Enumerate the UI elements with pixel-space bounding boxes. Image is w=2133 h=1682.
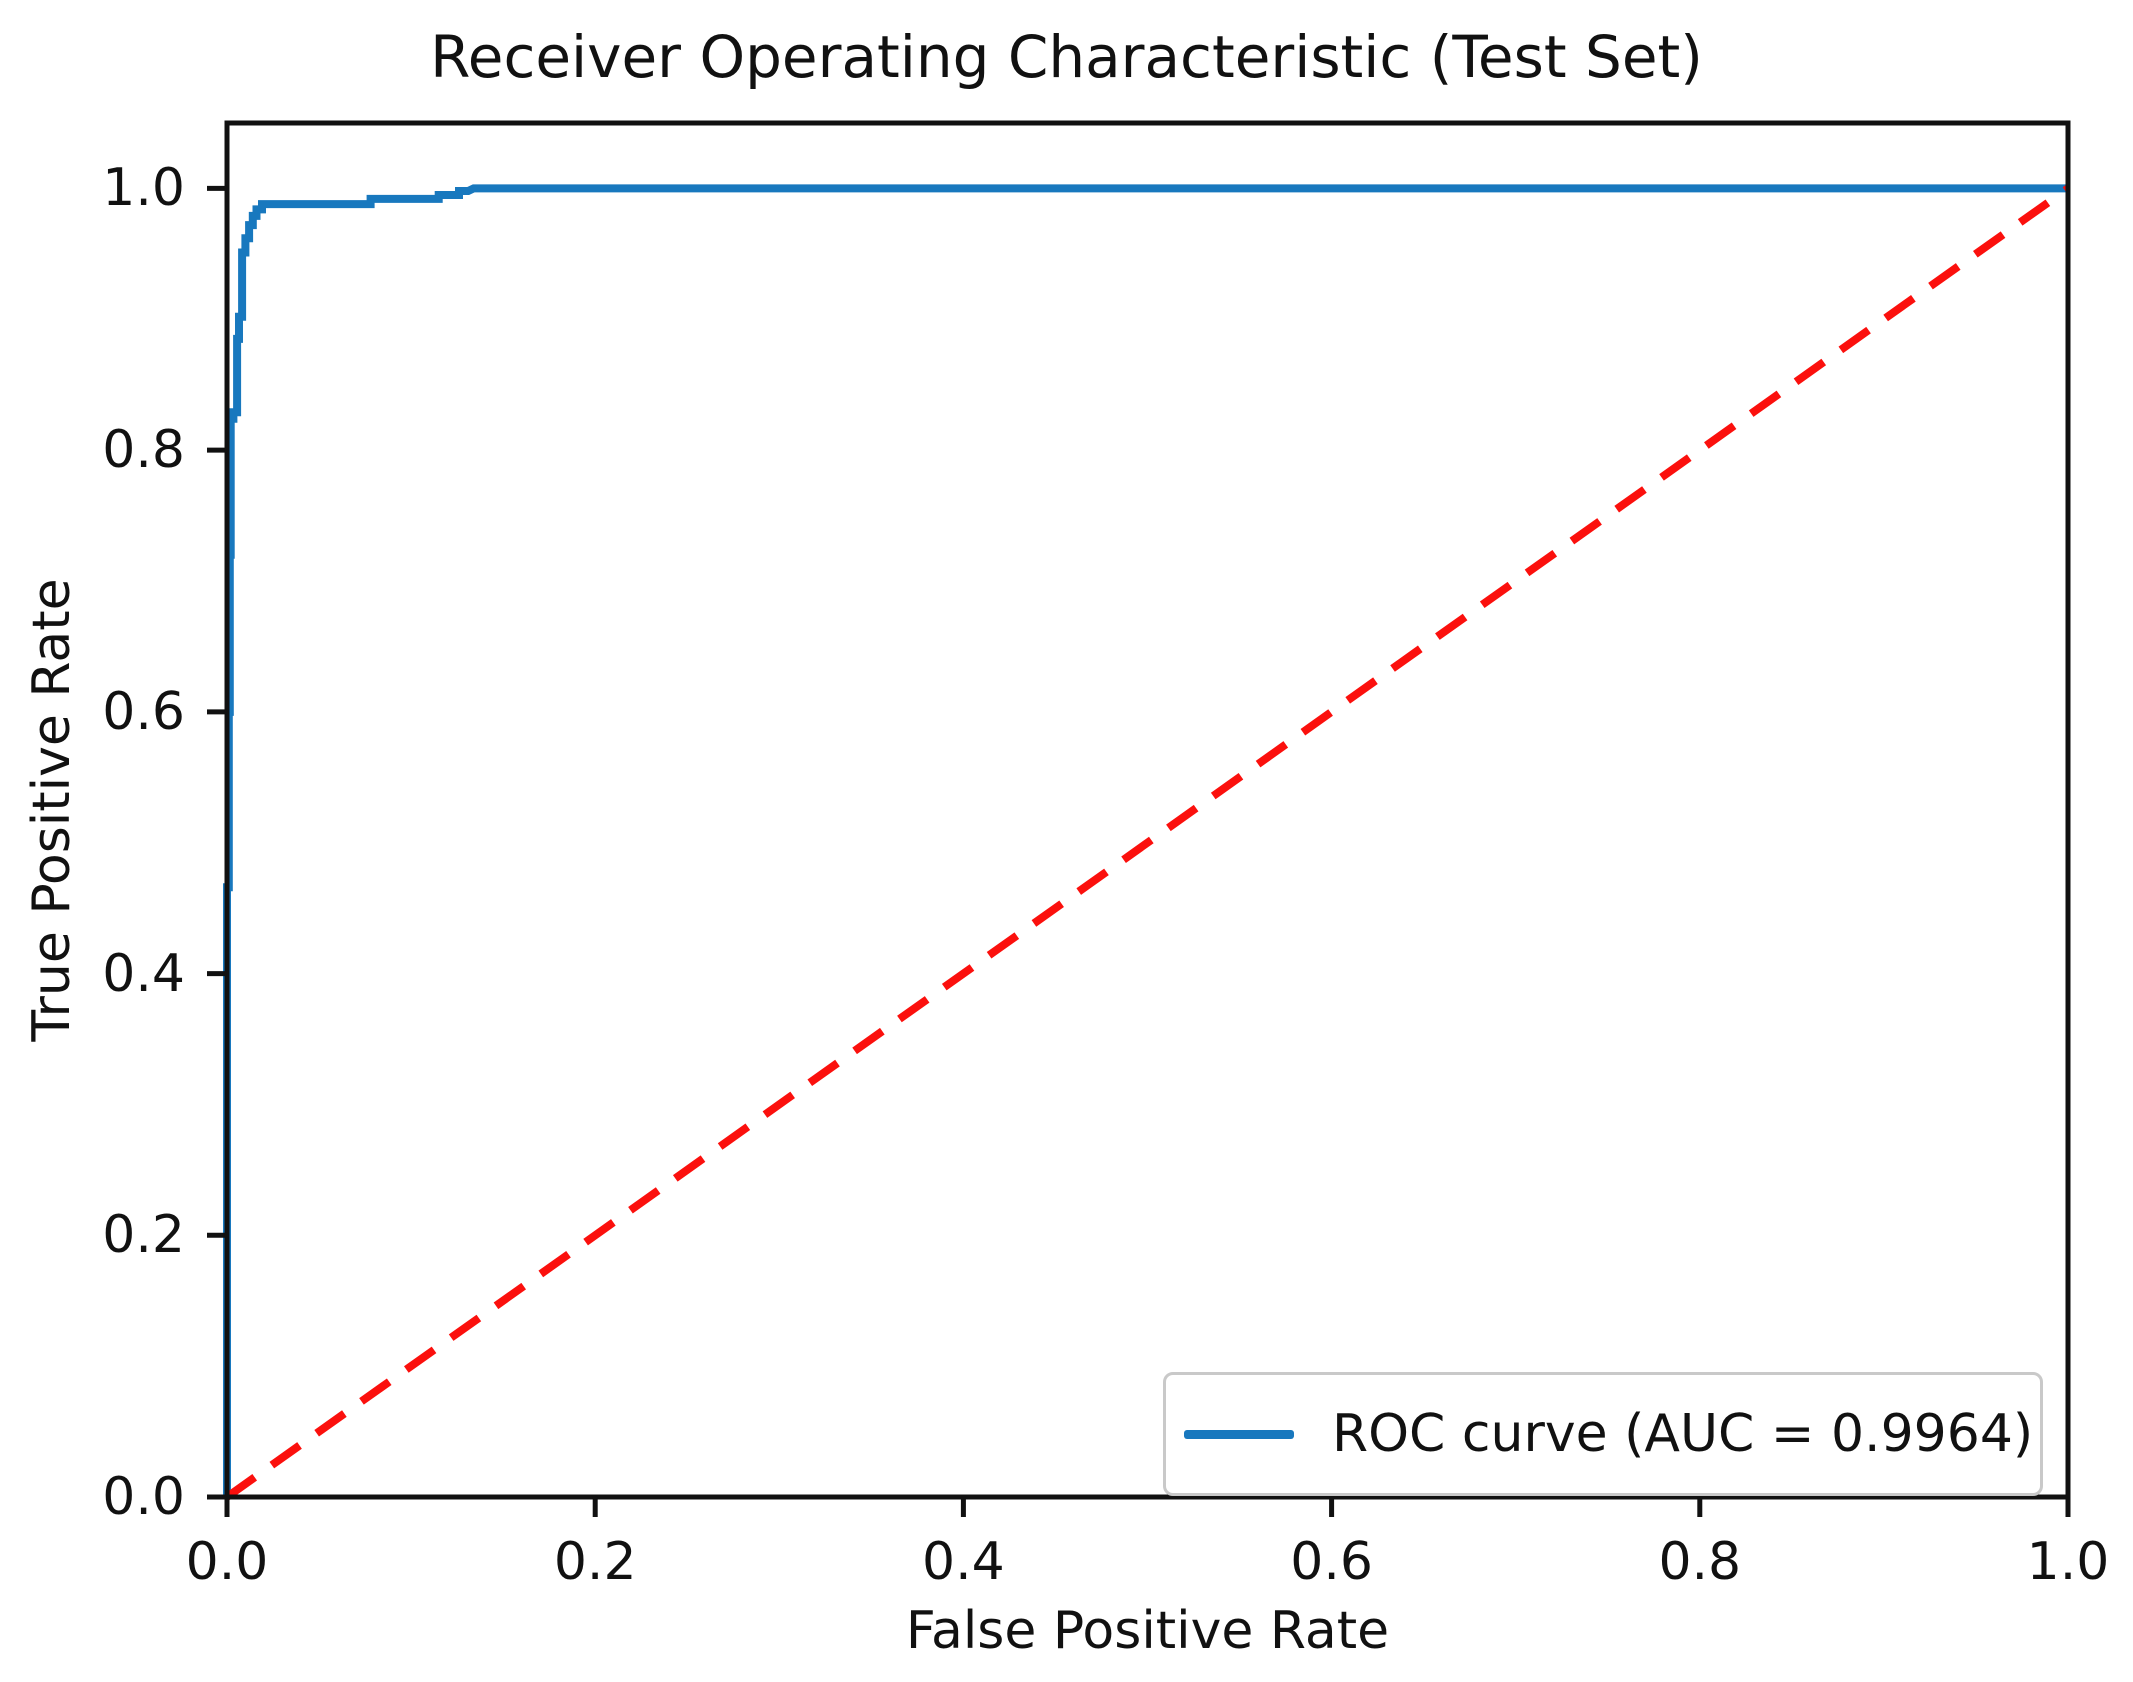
y-tick-label: 1.0 — [102, 158, 185, 219]
legend: ROC curve (AUC = 0.9964) — [1163, 1372, 2043, 1496]
x-tick-label: 0.2 — [553, 1532, 637, 1592]
legend-entry-label: ROC curve (AUC = 0.9964) — [1332, 1404, 2034, 1464]
tick-marks — [207, 185, 2071, 1517]
axes-frame — [224, 120, 2071, 1500]
x-tick-label: 0.6 — [1290, 1532, 1373, 1592]
y-tick-label: 0.6 — [102, 681, 185, 742]
plot-spines — [224, 120, 2071, 1500]
y-tick-label: 0.0 — [102, 1467, 185, 1527]
x-axis-label: False Positive Rate — [905, 1601, 1390, 1661]
y-tick-label: 0.8 — [102, 420, 185, 481]
y-axis-label: True Positive Rate — [22, 578, 82, 1042]
x-tick-label: 0.8 — [1658, 1532, 1742, 1592]
x-tick-label: 0.4 — [922, 1532, 1005, 1592]
legend-line-sample-icon — [1184, 1429, 1294, 1439]
x-tick-label: 0.0 — [185, 1532, 269, 1592]
chart-title: Receiver Operating Characteristic (Test … — [430, 23, 1703, 91]
y-tick-label: 0.2 — [102, 1205, 185, 1266]
y-tick-label: 0.4 — [102, 943, 185, 1004]
series-lines — [223, 184, 2071, 1501]
chance-diagonal-line — [224, 185, 2071, 1501]
roc-curve-line — [223, 184, 2068, 1497]
x-tick-label: 1.0 — [2026, 1532, 2110, 1592]
